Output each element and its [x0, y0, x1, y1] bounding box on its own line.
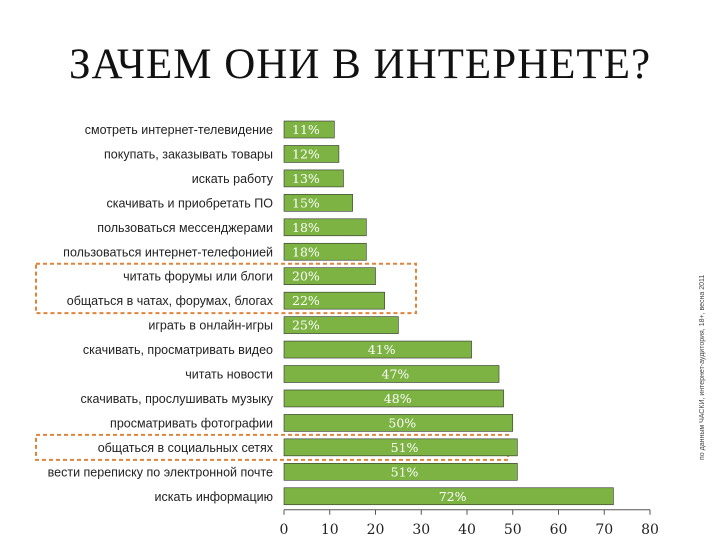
category-label: покупать, заказывать товары — [104, 147, 273, 161]
x-tick-label: 80 — [641, 522, 659, 538]
x-tick-label: 50 — [504, 522, 522, 538]
category-label: читать форумы или блоги — [123, 270, 273, 284]
bar-value-label: 20% — [292, 269, 320, 284]
bar-value-label: 11% — [292, 122, 320, 137]
category-label: смотреть интернет-телевидение — [85, 123, 273, 137]
category-label: читать новости — [185, 368, 273, 382]
category-label: пользоваться интернет-телефонией — [63, 245, 273, 259]
bar — [283, 414, 514, 432]
bar — [283, 145, 340, 163]
bar-value-label: 18% — [292, 244, 320, 259]
category-label: пользоваться мессенджерами — [97, 221, 273, 235]
x-tick-label: 10 — [321, 522, 339, 538]
bar-value-label: 15% — [292, 195, 320, 210]
bar — [283, 389, 504, 408]
bar-value-label: 12% — [292, 146, 320, 161]
category-label: скачивать, просматривать видео — [83, 343, 273, 357]
category-label: просматривать фотографии — [110, 416, 273, 430]
bar — [283, 120, 335, 139]
x-tick-label: 40 — [458, 522, 476, 538]
x-tick-label: 30 — [412, 522, 430, 538]
category-label: искать работу — [192, 172, 274, 186]
bar — [283, 218, 367, 237]
bar — [283, 316, 399, 334]
bar — [283, 267, 376, 286]
page-title: ЗАЧЕМ ОНИ В ИНТЕРНЕТЕ? — [68, 41, 652, 88]
x-tick-label: 20 — [367, 522, 385, 538]
bar-value-label: 22% — [292, 293, 320, 308]
category-label: играть в онлайн-игры — [148, 319, 273, 333]
bar-value-label: 25% — [292, 318, 320, 333]
bar — [283, 462, 518, 481]
bar-value-label: 51% — [391, 464, 419, 479]
bar — [283, 487, 614, 506]
category-label: скачивать и приобретать ПО — [107, 196, 274, 210]
bar-value-label: 41% — [368, 342, 396, 357]
x-tick-label: 0 — [280, 522, 289, 538]
bar-value-label: 50% — [388, 415, 416, 430]
x-tick-label: 70 — [595, 522, 613, 538]
bar-value-label: 47% — [382, 367, 410, 382]
x-tick-label: 60 — [550, 522, 568, 538]
category-label: вести переписку по электронной почте — [48, 465, 273, 479]
bar-value-label: 18% — [292, 220, 320, 235]
category-label: общаться в социальных сетях — [98, 441, 274, 455]
bar — [283, 242, 367, 261]
bar-value-label: 72% — [439, 489, 467, 504]
bar-value-label: 51% — [391, 440, 419, 455]
bar — [283, 340, 472, 359]
bar — [283, 291, 385, 310]
highlight-frame — [35, 262, 417, 315]
category-label: искать информацию — [155, 490, 274, 504]
bar — [283, 438, 518, 457]
category-label: общаться в чатах, форумах, блогах — [67, 294, 274, 308]
bar-value-label: 48% — [384, 391, 412, 406]
bar — [283, 365, 500, 383]
bar — [283, 169, 344, 188]
category-label: скачивать, прослушивать музыку — [81, 392, 274, 406]
bar-value-label: 13% — [292, 171, 320, 186]
bar — [283, 194, 353, 212]
source-note: по данным ЧАСКИ, интернет-аудитория, 18+… — [699, 274, 706, 460]
